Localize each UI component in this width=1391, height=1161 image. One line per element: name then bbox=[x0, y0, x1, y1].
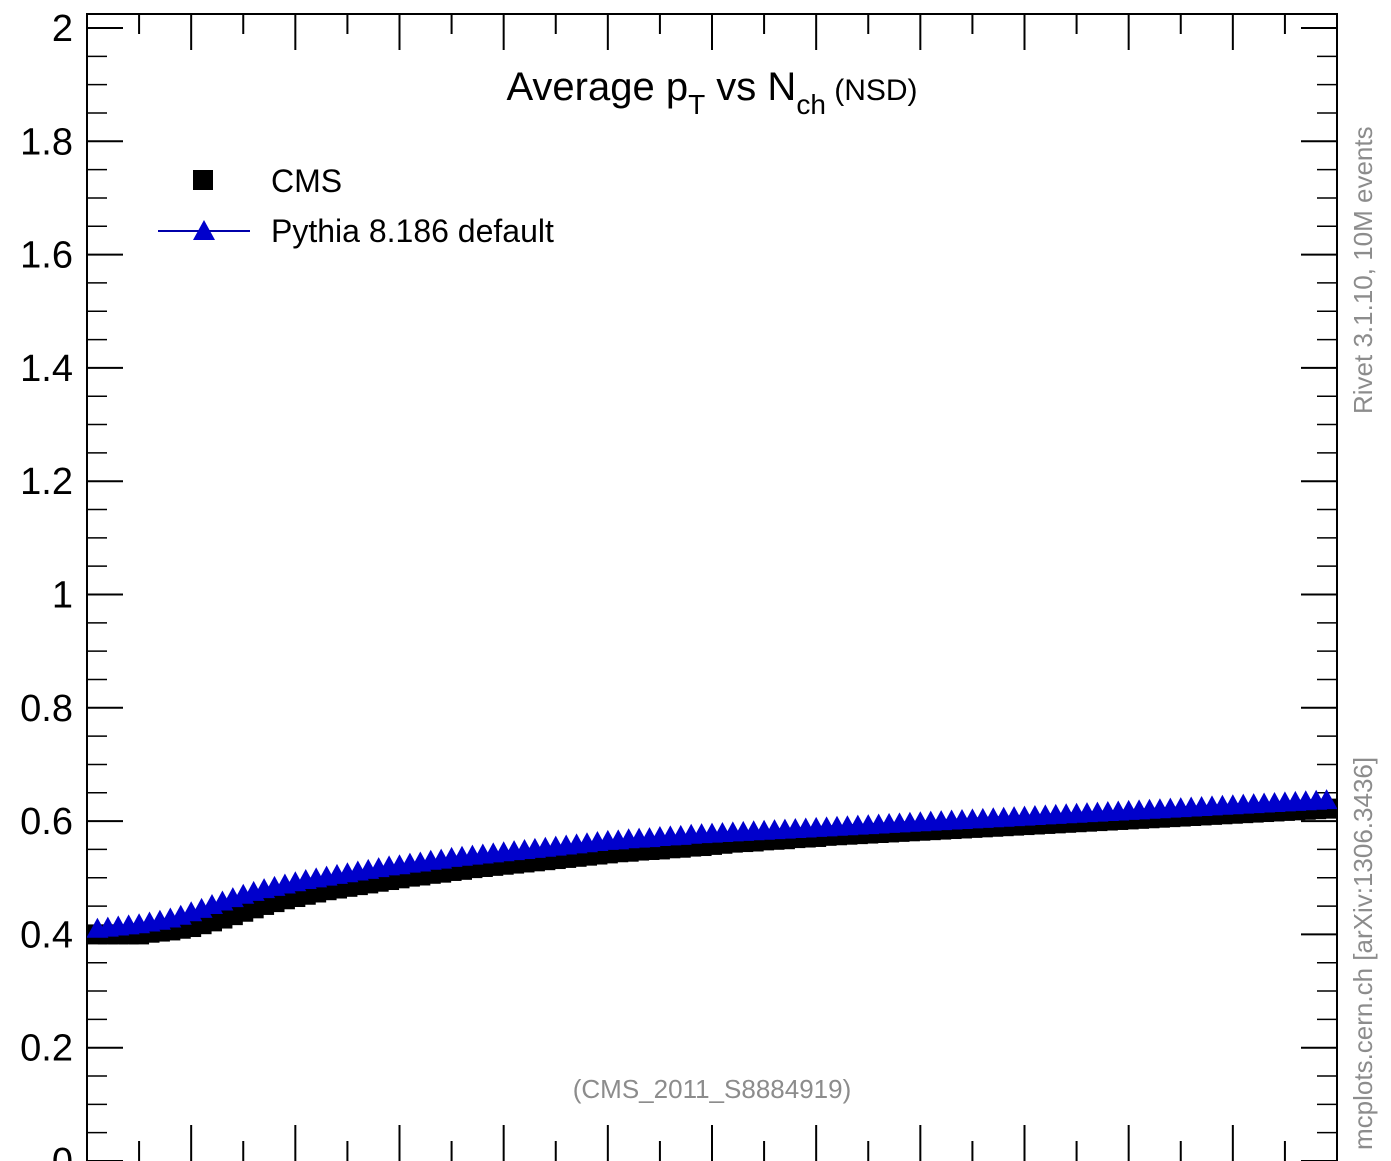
legend-marker-cms bbox=[193, 170, 213, 190]
y-tick-label: 2 bbox=[52, 8, 73, 50]
legend-marker-pythia bbox=[193, 220, 215, 240]
pythia-data-point bbox=[1315, 789, 1337, 810]
y-tick-label: 1 bbox=[52, 575, 73, 617]
y-tick-label: 1.6 bbox=[20, 235, 73, 277]
title-prefix: Average p bbox=[506, 65, 688, 109]
title-middle: vs N bbox=[705, 65, 796, 109]
title-sub-t: T bbox=[688, 89, 705, 120]
y-tick-label: 0.4 bbox=[20, 914, 73, 956]
chart-title: Average pT vs Nch (NSD) bbox=[506, 65, 917, 120]
y-tick-label: 0 bbox=[52, 1141, 73, 1161]
y-tick-label: 0.2 bbox=[20, 1028, 73, 1070]
title-sub-ch: ch bbox=[796, 89, 826, 120]
y-tick-label: 1.2 bbox=[20, 461, 73, 503]
rivet-version-label: Rivet 3.1.10, 10M events bbox=[1348, 126, 1378, 414]
x-axis-ticks bbox=[86, 14, 1338, 1161]
y-axis-ticks: 0 0.2 0.4 0.6 0.8 1 1.2 1.4 1.6 1.8 2 bbox=[20, 8, 1337, 1161]
y-tick-label: 1.4 bbox=[20, 348, 73, 390]
series-layer bbox=[87, 789, 1337, 945]
y-tick-label: 1.8 bbox=[20, 121, 73, 163]
mcplots-source-label: mcplots.cern.ch [arXiv:1306.3436] bbox=[1348, 756, 1378, 1150]
analysis-annotation: (CMS_2011_S8884919) bbox=[573, 1074, 851, 1104]
legend-label-pythia: Pythia 8.186 default bbox=[271, 213, 554, 249]
legend: CMS Pythia 8.186 default bbox=[158, 163, 554, 249]
legend-label-cms: CMS bbox=[271, 163, 342, 199]
y-tick-label: 0.6 bbox=[20, 801, 73, 843]
title-suffix: (NSD) bbox=[826, 74, 918, 107]
y-tick-label: 0.8 bbox=[20, 688, 73, 730]
